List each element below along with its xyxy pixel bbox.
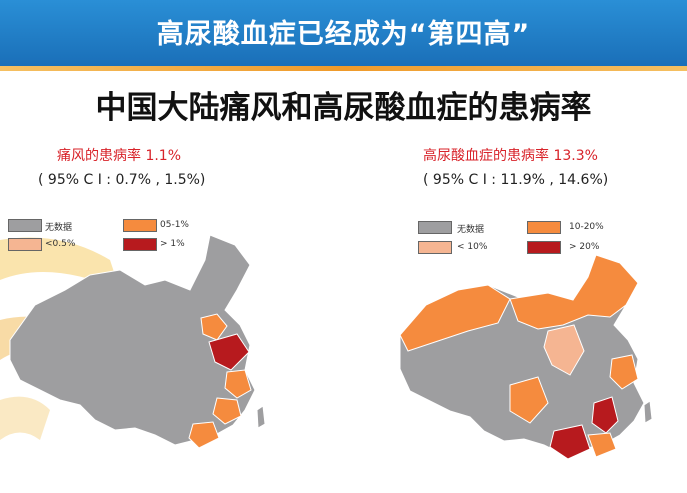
gout-ci: ( 95% C I : 0.7% , 1.5%) — [38, 172, 206, 188]
legend-swatch — [418, 241, 452, 254]
map-region — [609, 354, 639, 390]
map-region — [587, 432, 617, 458]
map-region — [212, 397, 242, 425]
legend-label: 10-20% — [569, 222, 604, 232]
map-region — [543, 324, 585, 376]
legend-swatch — [527, 241, 561, 254]
map-region — [643, 400, 653, 424]
legend-swatch — [527, 221, 561, 234]
page-title: 中国大陆痛风和高尿酸血症的患病率 — [95, 90, 592, 126]
legend-label: > 20% — [569, 242, 600, 252]
legend-swatch — [123, 238, 157, 251]
map-region — [509, 376, 549, 424]
accent-bar — [0, 66, 687, 71]
map-region — [509, 255, 639, 330]
map-region — [188, 421, 220, 449]
header-bar: 高尿酸血症已经成为“第四高” — [0, 0, 687, 66]
legend-label: 05-1% — [160, 220, 189, 230]
gout-prevalence: 痛风的患病率 1.1% — [57, 148, 182, 164]
legend-label: 无数据 — [457, 225, 485, 235]
hyperuricemia-ci: ( 95% C I : 11.9% , 14.6%) — [423, 172, 609, 188]
legend-label: > 1% — [160, 239, 185, 249]
hyperuricemia-prevalence: 高尿酸血症的患病率 13.3% — [423, 148, 598, 164]
slide-title: 高尿酸血症已经成为“第四高” — [156, 19, 531, 50]
legend-swatch — [418, 221, 452, 234]
legend-swatch — [8, 238, 42, 251]
map-region — [549, 424, 591, 460]
map-region — [208, 333, 250, 371]
map-region — [591, 396, 619, 434]
legend-label: <0.5% — [45, 239, 76, 249]
gout-china-map — [9, 234, 266, 449]
map-region — [224, 369, 252, 399]
map-region — [256, 405, 266, 429]
legend-swatch — [123, 219, 157, 232]
legend-swatch — [8, 219, 42, 232]
legend-label: < 10% — [457, 242, 488, 252]
map-region — [399, 284, 511, 352]
legend-label: 无数据 — [45, 223, 73, 233]
map-region — [200, 313, 228, 341]
hyperuricemia-china-map — [399, 255, 653, 460]
